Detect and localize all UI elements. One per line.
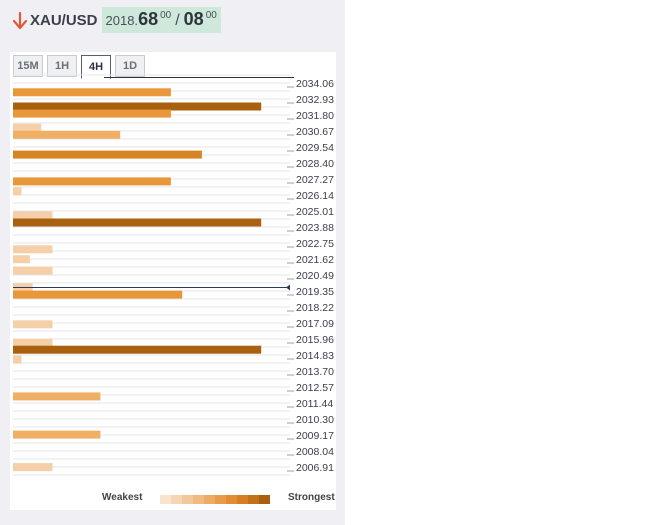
price-label: 2015.96 [296,334,334,346]
price-label: 2019.35 [296,286,334,298]
confluence-bar [13,266,53,275]
price-bid: 68 [138,9,159,29]
down-arrow-icon [12,11,28,30]
legend-swatch [215,495,226,504]
price-bid-fraction: 00 [160,10,172,21]
confluence-bar [13,177,171,186]
price-label: 2013.70 [296,366,334,378]
price-ladder: 2034.06 2032.93 2031.80 2030.67 2029.54 2028.… [13,74,334,476]
price-label: 2006.91 [296,462,334,474]
price-label: 2010.30 [296,414,334,426]
confluence-panel: XAU/USD 2018. 68 00 / 08 00 15M 1H 4H 1D… [0,0,345,525]
price-label: 2011.44 [296,398,333,410]
legend-swatch [226,495,237,504]
confluence-bar [13,109,171,118]
legend-swatch [248,495,259,504]
confluence-bar [13,211,53,220]
confluence-bar [13,338,53,347]
price-label: 2034.06 [296,78,334,90]
confluence-bar [13,123,42,132]
legend-swatch [193,495,204,504]
ticker-symbol: XAU/USD [30,11,98,29]
price-label: 2022.75 [296,238,334,250]
price-label: 2017.09 [296,318,334,330]
legend-strongest-label: Strongest [288,492,335,503]
price-ask-fraction: 00 [205,10,217,21]
tab-1h[interactable]: 1H [47,55,77,77]
confluence-bar [13,102,262,111]
legend-weakest-label: Weakest [102,492,143,503]
price-label: 2023.88 [296,222,334,234]
price-label: 2028.40 [296,158,334,170]
price-label: 2009.17 [296,430,334,442]
confluence-bar [13,392,101,401]
confluence-bar [13,245,53,254]
legend-swatch [259,495,270,504]
confluence-chart: 15M 1H 4H 1D 2034.06 2032.93 2031.80 2030.6… [10,52,336,510]
price-label: 2021.62 [296,254,334,266]
confluence-bar [13,218,262,227]
legend-swatch [237,495,248,504]
tab-1d[interactable]: 1D [115,55,145,77]
price-label: 2031.80 [296,110,334,122]
price-quote: 2018. 68 00 / 08 00 [101,7,221,33]
price-label: 2025.01 [296,206,334,218]
legend-swatch [171,495,182,504]
confluence-bar [13,463,53,472]
confluence-bar [13,290,183,299]
current-price-marker [286,284,290,291]
tab-underline [104,77,294,78]
confluence-bar [13,355,22,364]
price-label: 2029.54 [296,142,334,154]
price-ask: 08 [183,9,204,29]
price-label: 2026.14 [296,190,334,202]
price-label: 2030.67 [296,126,334,138]
price-label: 2027.27 [296,174,334,186]
confluence-bar [13,255,30,264]
legend-swatch [160,495,171,504]
confluence-bar [13,430,101,439]
tab-15m[interactable]: 15M [13,55,43,77]
confluence-bar [13,88,171,97]
legend-swatch [182,495,193,504]
price-separator: / [175,12,180,29]
price-main: 2018. [105,13,139,28]
price-label: 2014.83 [296,350,334,362]
price-label: 2018.22 [296,302,334,314]
price-label: 2032.93 [296,94,334,106]
strength-legend: Weakest Strongest [10,492,336,510]
legend-color-scale [160,495,270,504]
price-label: 2008.04 [296,446,334,458]
confluence-bar [13,345,262,354]
confluence-bar [13,150,202,159]
price-label: 2012.57 [296,382,334,394]
price-label: 2020.49 [296,270,334,282]
legend-swatch [204,495,215,504]
ticker-header: XAU/USD 2018. 68 00 / 08 00 [12,6,221,34]
confluence-bar [13,187,22,196]
confluence-bar [13,320,53,329]
confluence-bar [13,130,121,139]
